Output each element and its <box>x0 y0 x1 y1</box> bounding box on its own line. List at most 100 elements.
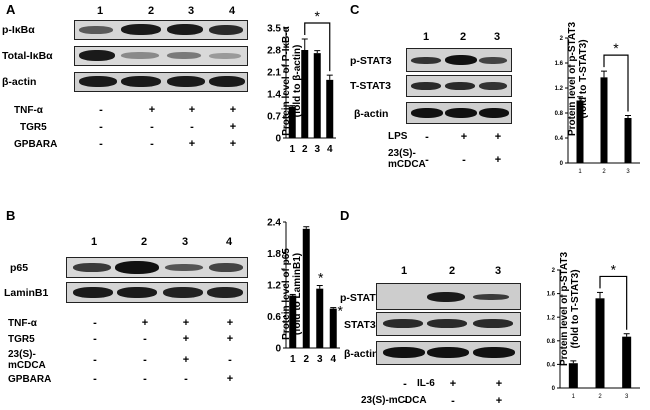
y-tick-label: 0 <box>560 161 564 167</box>
chart-b-ylabel-1: Protein level of p65 (fold to LaminB1) <box>281 224 303 364</box>
panel-a-blot-actin <box>74 72 248 92</box>
bar <box>600 77 608 163</box>
panel-a-label: A <box>6 2 16 17</box>
panel-b-condition: GPBARA <box>8 374 52 385</box>
panel-a-condition: GPBARA <box>14 139 58 150</box>
y-tick-label: 2.1 <box>267 68 281 79</box>
x-category-label: 2 <box>302 144 308 155</box>
bar <box>622 336 632 388</box>
bar <box>329 308 337 348</box>
panel-c-sign: - <box>425 154 429 166</box>
panel-b-sign: + <box>226 373 234 385</box>
panel-d-blot-pstat3 <box>376 283 521 310</box>
panel-a-blot-p-ikba <box>74 20 248 40</box>
significance-bracket <box>599 275 628 330</box>
panel-c-blot-tstat3 <box>406 75 512 97</box>
panel-c-label: C <box>350 2 360 17</box>
panel-b-sign: - <box>143 373 147 385</box>
x-category-label: 3 <box>625 394 629 400</box>
y-tick-label: 1.6 <box>547 292 556 298</box>
panel-b-lane-1: 1 <box>90 236 98 248</box>
x-category-label: 2 <box>303 354 309 365</box>
panel-c-row-label: p-STAT3 <box>350 55 392 67</box>
y-tick-label: 1.2 <box>267 281 281 292</box>
bar <box>289 295 297 348</box>
panel-b-sign: - <box>93 354 97 366</box>
panel-a-lane-4: 4 <box>228 5 236 17</box>
panel-a-blot-total-ikba <box>74 46 248 66</box>
y-tick-label: 2.8 <box>267 46 281 57</box>
panel-a-sign: + <box>229 104 237 116</box>
panel-c-condition: LPS <box>388 131 408 142</box>
y-tick-label: 0.8 <box>547 339 556 345</box>
chart-a-ylabel-1: Protein level of P-IκB-α (fold to β-actin… <box>281 11 303 151</box>
chart-a-ylabel: Protein level of P-IκB-α (fold to β-actin… <box>281 26 303 136</box>
panel-d-sign: - <box>451 395 455 407</box>
y-tick-label: 0.8 <box>555 111 564 117</box>
bar <box>624 118 632 163</box>
panel-d-sign: + <box>495 395 503 407</box>
x-category-label: 1 <box>572 394 576 400</box>
y-tick-label: 2.4 <box>267 218 281 229</box>
chart-c-ylabel-1: Protein level of p-STAT3 (fold to T-STAT3… <box>567 9 589 149</box>
panel-c-lane-3: 3 <box>493 31 501 43</box>
panel-a-row-label: Total-IκBα <box>2 50 53 62</box>
panel-a-sign: - <box>99 138 103 150</box>
panel-b-sign: + <box>182 354 190 366</box>
panel-d-sign: - <box>403 378 407 390</box>
panel-a-lane-2: 2 <box>147 5 155 17</box>
y-tick-label: 1.6 <box>555 61 564 67</box>
y-tick-label: 2 <box>560 36 564 42</box>
bar <box>576 100 584 163</box>
panel-c-lane-1: 1 <box>422 31 430 43</box>
panel-b-sign: - <box>184 373 188 385</box>
panel-b-sign: - <box>143 333 147 345</box>
y-tick-label: 0.4 <box>547 363 556 369</box>
bar <box>326 79 334 138</box>
panel-d-row-label: STAT3 <box>344 319 376 331</box>
x-category-label: 2 <box>598 394 602 400</box>
significance-star: * <box>338 303 344 319</box>
y-tick-label: 0.7 <box>267 112 281 123</box>
panel-c-blot-actin <box>406 102 512 124</box>
panel-a-sign: + <box>188 104 196 116</box>
panel-b-sign: + <box>182 317 190 329</box>
panel-c-blot-pstat3 <box>406 48 512 72</box>
panel-a-sign: + <box>229 121 237 133</box>
panel-a-sign: + <box>229 138 237 150</box>
bar <box>568 363 578 388</box>
panel-b-sign: - <box>228 354 232 366</box>
chart-c-ylabel: Protein level of p-STAT3 (fold to T-STAT3… <box>567 21 589 137</box>
panel-b-condition: TNF-α <box>8 318 37 329</box>
panel-d-sign: + <box>449 378 457 390</box>
panel-b-lane-3: 3 <box>181 236 189 248</box>
panel-a-sign: - <box>150 138 154 150</box>
panel-b-lane-2: 2 <box>140 236 148 248</box>
panel-b-sign: - <box>93 317 97 329</box>
panel-a-sign: - <box>150 121 154 133</box>
panel-b-sign: - <box>93 333 97 345</box>
panel-a-row-label: β-actin <box>2 76 37 88</box>
chart-d: 0 0.4 0.8 1.2 1.6 2 1 2 3 * <box>547 261 640 400</box>
panel-d-sign: - <box>403 395 407 407</box>
significance-bracket <box>603 54 629 112</box>
bar <box>316 288 324 348</box>
panel-b-sign: + <box>226 317 234 329</box>
panel-d-sign: + <box>495 378 503 390</box>
panel-a-condition: TGR5 <box>20 122 47 133</box>
panel-c-sign: + <box>494 154 502 166</box>
chart-b-ylabel: Protein level of p65 (fold to LaminB1) <box>281 248 303 340</box>
x-category-label: 4 <box>330 354 336 365</box>
panel-b-row-label: LaminB1 <box>4 287 49 299</box>
panel-b-blot-laminb1 <box>66 282 248 303</box>
y-tick-label: 0 <box>275 344 281 355</box>
panel-c-sign: - <box>425 131 429 143</box>
panel-d-row-label: p-STAT3 <box>340 292 382 304</box>
chart-d-ylabel: Protein level of p-STAT3 (fold to T-STAT3… <box>559 251 581 367</box>
panel-b-sign: + <box>182 333 190 345</box>
y-tick-label: 1.2 <box>555 86 564 92</box>
significance-star: * <box>613 40 619 56</box>
panel-c-row-label: T-STAT3 <box>350 80 392 92</box>
panel-a-sign: + <box>188 138 196 150</box>
bar <box>302 228 310 348</box>
